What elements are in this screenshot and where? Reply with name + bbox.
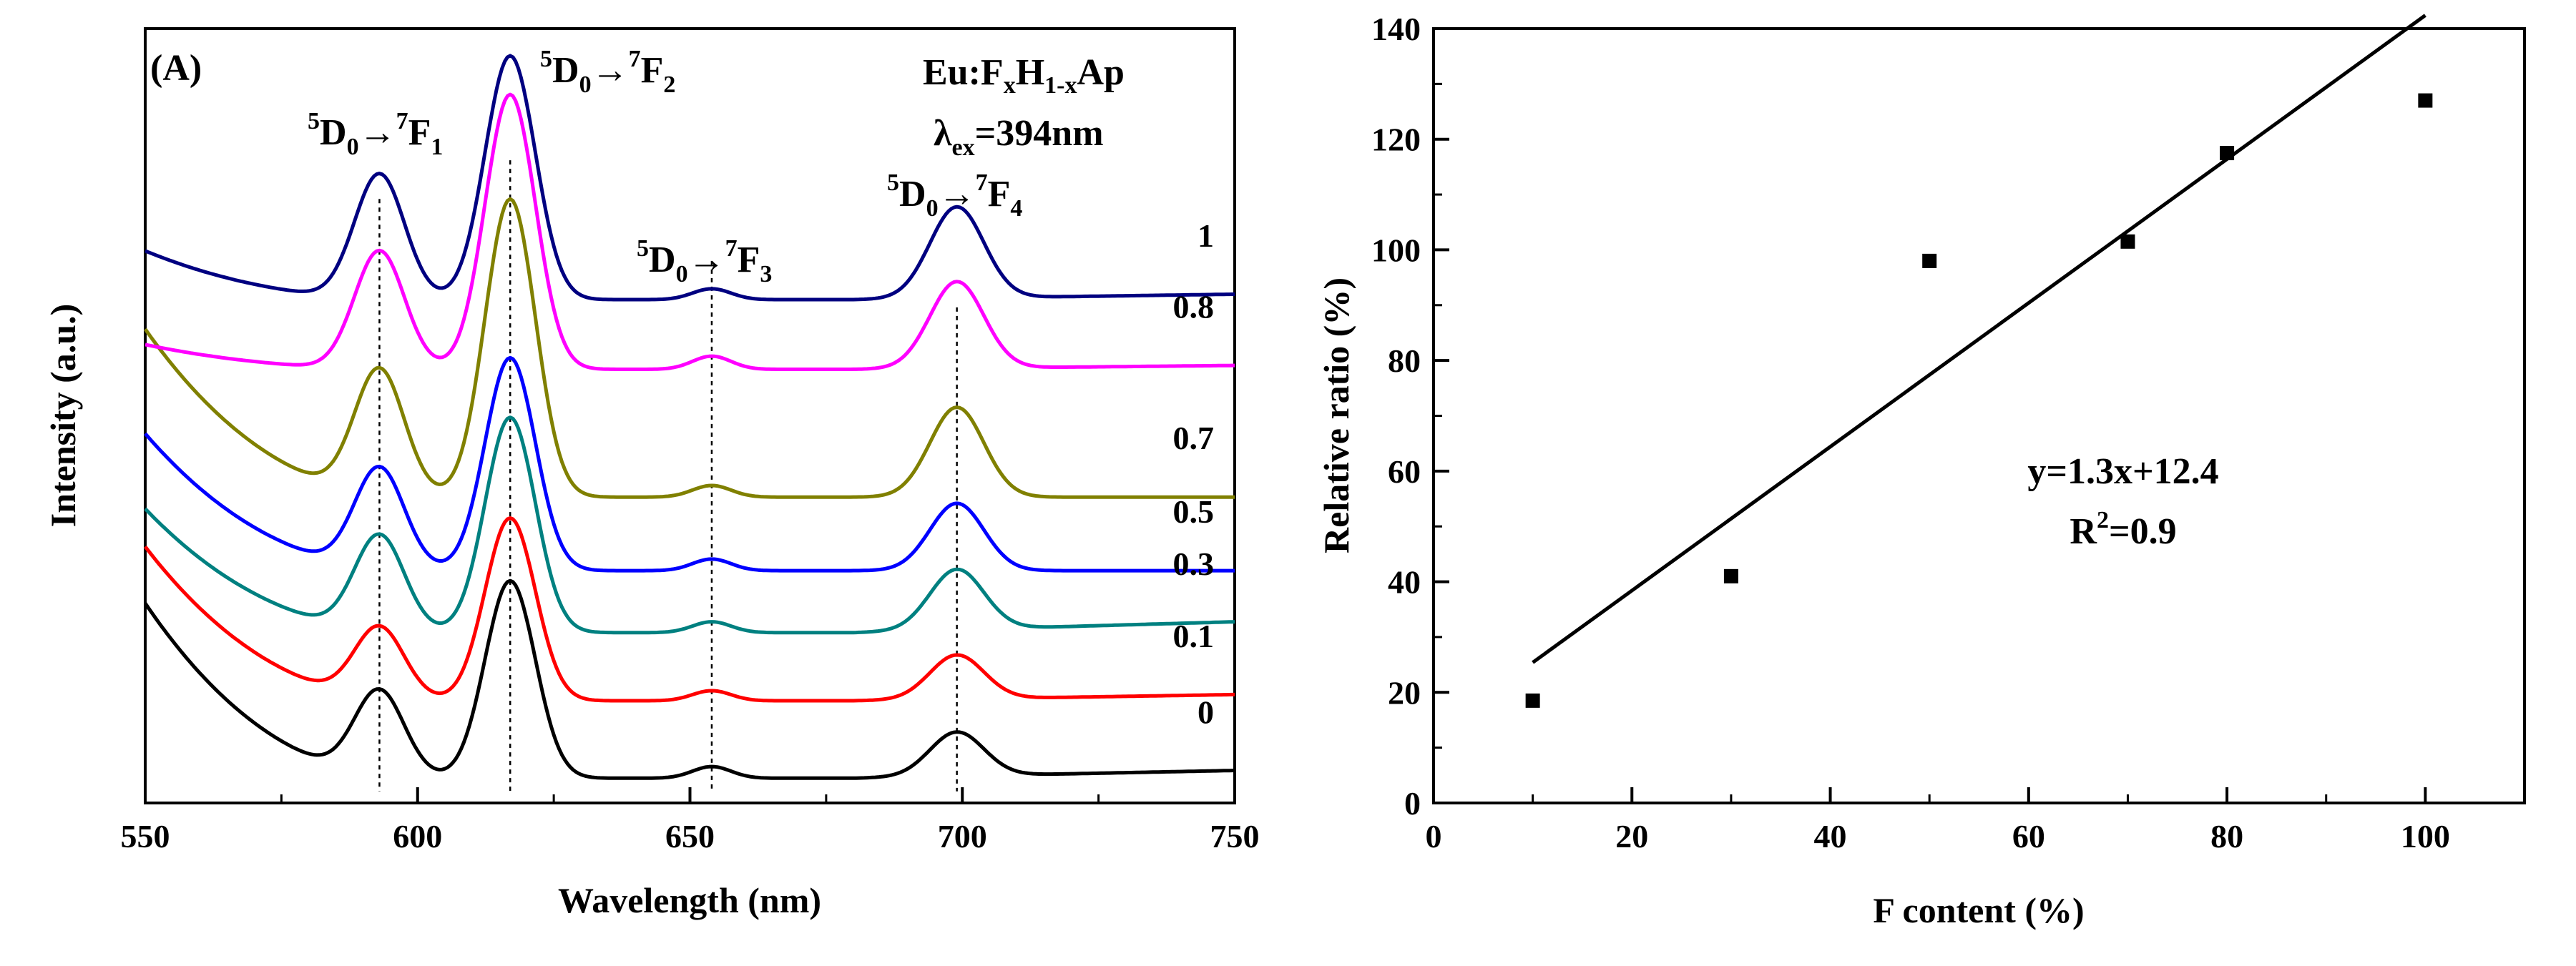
spectra-x-tick-label-550: 550 bbox=[121, 818, 170, 854]
ratio-y-axis-label: Relative ratio (%) bbox=[1316, 277, 1356, 553]
transition-guide-lines bbox=[378, 160, 958, 792]
ratio-x-tick-label-0: 0 bbox=[1426, 818, 1442, 854]
spectra-series bbox=[143, 54, 1235, 780]
linear-fit-line bbox=[1532, 14, 2426, 664]
spectra-x-tick-label-700: 700 bbox=[938, 818, 987, 854]
spectra-x-tick-label-650: 650 bbox=[665, 818, 715, 854]
ratio-y-tick-label-40: 40 bbox=[1388, 564, 1421, 601]
spectra-x-axis-label: Wavelength (nm) bbox=[558, 880, 821, 920]
series-label-0-1: 0.1 bbox=[1173, 618, 1215, 654]
ratio-y-tick-label-60: 60 bbox=[1388, 453, 1421, 490]
linear-fit bbox=[1532, 14, 2426, 664]
spectrum-series-0-1 bbox=[144, 516, 1235, 703]
ratio-x-tick-label-100: 100 bbox=[2401, 818, 2450, 854]
transition-label-4: 5D0→7F4 bbox=[887, 169, 1022, 222]
data-point-70 bbox=[2120, 234, 2135, 249]
spectra-y-axis-label: Intensity (a.u.) bbox=[43, 304, 83, 528]
fit-equation-label: y=1.3x+12.4 bbox=[2027, 451, 2218, 492]
ratio-y-tick-label-0: 0 bbox=[1404, 785, 1421, 822]
ratio-x-axis-label: F content (%) bbox=[1873, 890, 2084, 930]
sample-formula-label: Eu:FxH1-xAp bbox=[923, 52, 1125, 99]
ratio-x-tick-label-80: 80 bbox=[2210, 818, 2243, 854]
data-point-10 bbox=[1525, 693, 1540, 708]
ratio-y-tick-label-20: 20 bbox=[1388, 674, 1421, 711]
series-level-labels: 0 0.1 0.3 0.5 0.7 0.8 1 bbox=[1173, 217, 1215, 730]
ratio-y-tick-label-100: 100 bbox=[1371, 232, 1421, 268]
data-point-100 bbox=[2418, 93, 2433, 108]
ratio-data-points bbox=[1525, 93, 2433, 708]
r-squared-label: R2=0.9 bbox=[2070, 507, 2176, 552]
data-point-80 bbox=[2220, 146, 2235, 161]
data-point-30 bbox=[1723, 568, 1738, 583]
spectrum-series-0-8 bbox=[145, 92, 1235, 371]
spectra-x-ticks: 550 600 650 700 750 bbox=[121, 787, 1260, 854]
excitation-wavelength-label: λex=394nm bbox=[934, 113, 1104, 161]
ratio-x-tick-label-60: 60 bbox=[2012, 818, 2045, 854]
series-label-0-5: 0.5 bbox=[1173, 493, 1215, 530]
series-label-1: 1 bbox=[1198, 217, 1214, 254]
ratio-y-tick-label-120: 120 bbox=[1371, 122, 1421, 158]
spectra-x-tick-label-750: 750 bbox=[1210, 818, 1260, 854]
ratio-x-tick-label-20: 20 bbox=[1615, 818, 1648, 854]
data-point-50 bbox=[1922, 253, 1937, 268]
spectrum-series-0-5 bbox=[144, 355, 1235, 573]
transition-labels: 5D0→7F1 5D0→7F2 5D0→7F3 5D0→7F4 bbox=[308, 46, 1022, 287]
ratio-x-ticks: 0 20 40 60 80 100 bbox=[1426, 787, 2526, 854]
ratio-y-tick-label-140: 140 bbox=[1371, 11, 1421, 47]
transition-label-1: 5D0→7F1 bbox=[308, 108, 443, 160]
spectrum-series-0-7 bbox=[143, 197, 1235, 499]
emission-spectra-panel: 550 600 650 700 750 0 0.1 0.3 0.5 0.7 0.8 1 (A) 5D… bbox=[43, 27, 1260, 920]
ratio-y-tick-label-80: 80 bbox=[1388, 342, 1421, 379]
series-label-0-3: 0.3 bbox=[1173, 546, 1215, 582]
ratio-x-tick-label-40: 40 bbox=[1814, 818, 1847, 854]
spectrum-series-1 bbox=[145, 54, 1235, 302]
ratio-y-ticks: 0 20 40 60 80 100 120 140 bbox=[1371, 11, 1449, 822]
panel-label: (A) bbox=[150, 48, 202, 89]
transition-label-2: 5D0→7F2 bbox=[540, 46, 675, 98]
relative-ratio-panel: 0 20 40 60 80 100 0 20 40 60 80 100 120 140 y=1.3x+1… bbox=[1316, 11, 2526, 930]
spectra-x-tick-label-600: 600 bbox=[393, 818, 442, 854]
transition-label-3: 5D0→7F3 bbox=[637, 235, 772, 287]
spectrum-series-0-3 bbox=[144, 415, 1235, 635]
series-label-0-8: 0.8 bbox=[1173, 289, 1215, 325]
series-label-0-7: 0.7 bbox=[1173, 420, 1215, 456]
series-label-0: 0 bbox=[1198, 694, 1214, 731]
spectrum-series-0 bbox=[143, 578, 1235, 780]
